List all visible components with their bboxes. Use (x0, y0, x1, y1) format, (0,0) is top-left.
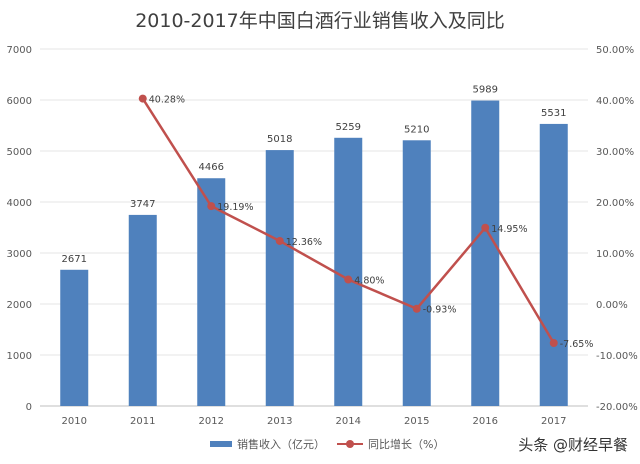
y-left-tick-label: 0 (26, 402, 32, 413)
y-left-tick-label: 1000 (7, 351, 32, 362)
legend: 销售收入（亿元） 同比增长（%） (210, 436, 444, 452)
bar-2012 (197, 178, 226, 406)
chart-title: 2010-2017年中国白酒行业销售收入及同比 (135, 10, 505, 32)
x-tick-label: 2012 (199, 416, 224, 427)
x-tick-label: 2014 (336, 416, 361, 427)
growth-point-2014 (344, 275, 353, 284)
bar-data-label: 5989 (473, 85, 498, 96)
bar-data-label: 5531 (541, 108, 566, 119)
y-left-tick-label: 3000 (7, 249, 32, 260)
x-tick-label: 2017 (541, 416, 566, 427)
legend-bar-swatch (210, 441, 232, 447)
x-tick-label: 2015 (404, 416, 429, 427)
y-left-tick-label: 7000 (7, 45, 32, 56)
y-right-tick-label: 10.00% (596, 249, 634, 260)
line-data-label: -0.93% (423, 305, 457, 316)
line-data-label: 12.36% (286, 237, 322, 248)
y-left-tick-label: 2000 (7, 300, 32, 311)
growth-point-2017 (549, 339, 558, 348)
growth-point-2013 (275, 236, 284, 245)
bar-2015 (402, 140, 431, 407)
x-tick-label: 2016 (473, 416, 498, 427)
x-tick-label: 2010 (62, 416, 87, 427)
y-right-tick-label: 50.00% (596, 45, 634, 56)
y-right-tick-label: 30.00% (596, 147, 634, 158)
bar-data-label: 3747 (130, 199, 155, 210)
x-tick-label: 2011 (130, 416, 155, 427)
legend-label-revenue: 销售收入（亿元） (237, 438, 325, 451)
growth-point-2011 (138, 94, 147, 103)
line-data-label: 19.19% (217, 202, 253, 213)
y-right-tick-label: -10.00% (596, 351, 638, 362)
bar-data-label: 5210 (404, 124, 429, 135)
line-data-label: 14.95% (491, 224, 527, 235)
growth-point-2012 (207, 202, 216, 211)
legend-line-swatch (337, 440, 363, 448)
y-left-tick-label: 6000 (7, 96, 32, 107)
bar-2016 (471, 100, 500, 406)
bar-data-label: 5018 (267, 134, 292, 145)
y-right-tick-label: 40.00% (596, 96, 634, 107)
bar-data-label: 5259 (336, 122, 361, 133)
bar-2013 (265, 150, 294, 406)
growth-point-2016 (481, 223, 490, 232)
bar-2017 (539, 123, 568, 406)
bar-data-label: 2671 (62, 254, 87, 265)
line-data-label: 4.80% (354, 276, 384, 287)
y-right-tick-label: 20.00% (596, 198, 634, 209)
bar-2014 (334, 137, 363, 406)
bar-2010 (60, 269, 89, 406)
legend-label-growth: 同比增长（%） (368, 438, 445, 451)
x-tick-label: 2013 (267, 416, 292, 427)
line-data-label: -7.65% (560, 339, 594, 350)
watermark: 头条 @财经早餐 (518, 436, 628, 454)
y-right-tick-label: -20.00% (596, 402, 638, 413)
y-left-tick-label: 5000 (7, 147, 32, 158)
line-data-label: 40.28% (149, 95, 185, 106)
y-left-tick-label: 4000 (7, 198, 32, 209)
growth-point-2015 (412, 304, 421, 313)
bar-2011 (128, 214, 157, 406)
y-right-tick-label: 0.00% (596, 300, 628, 311)
bar-data-label: 4466 (199, 162, 224, 173)
